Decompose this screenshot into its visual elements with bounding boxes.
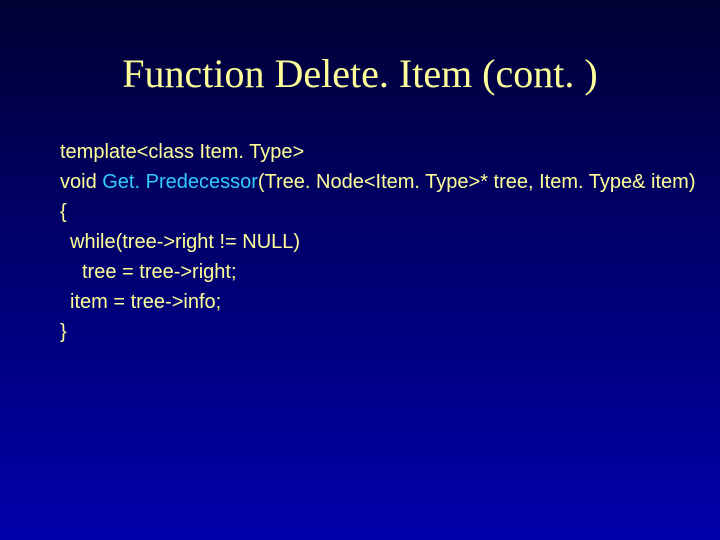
code-line-open-brace: { (60, 197, 660, 227)
code-line-close-brace: } (60, 317, 660, 347)
slide-title: Function Delete. Item (cont. ) (60, 50, 660, 97)
code-line-signature: void Get. Predecessor(Tree. Node<Item. T… (60, 167, 660, 197)
code-line-assign-tree: tree = tree->right; (60, 257, 660, 287)
code-line-assign-item: item = tree->info; (60, 287, 660, 317)
code-block: template<class Item. Type> void Get. Pre… (60, 137, 660, 347)
slide: Function Delete. Item (cont. ) template<… (0, 0, 720, 540)
code-void: void (60, 171, 102, 193)
function-name: Get. Predecessor (102, 171, 258, 193)
code-line-while: while(tree->right != NULL) (60, 227, 660, 257)
code-line-template: template<class Item. Type> (60, 137, 660, 167)
code-params: (Tree. Node<Item. Type>* tree, Item. Typ… (258, 171, 696, 193)
